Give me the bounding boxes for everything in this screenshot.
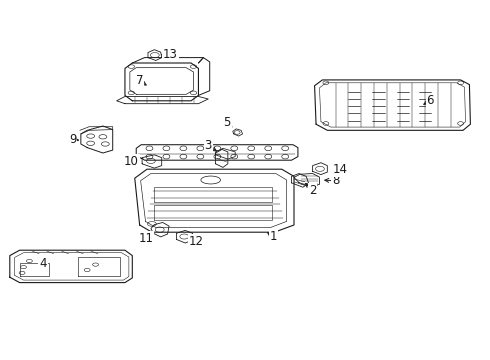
Text: 13: 13 <box>163 48 178 61</box>
Text: 1: 1 <box>270 230 277 243</box>
Text: 3: 3 <box>204 139 212 152</box>
Text: 7: 7 <box>136 75 144 87</box>
Text: 2: 2 <box>309 184 317 197</box>
Text: 12: 12 <box>189 235 203 248</box>
Text: 11: 11 <box>139 232 153 245</box>
Text: 10: 10 <box>124 155 139 168</box>
Text: 8: 8 <box>332 174 340 187</box>
Text: 9: 9 <box>69 133 76 146</box>
Text: 4: 4 <box>39 257 47 270</box>
Text: 14: 14 <box>333 163 348 176</box>
Text: 6: 6 <box>426 94 434 107</box>
Text: 5: 5 <box>223 116 231 129</box>
